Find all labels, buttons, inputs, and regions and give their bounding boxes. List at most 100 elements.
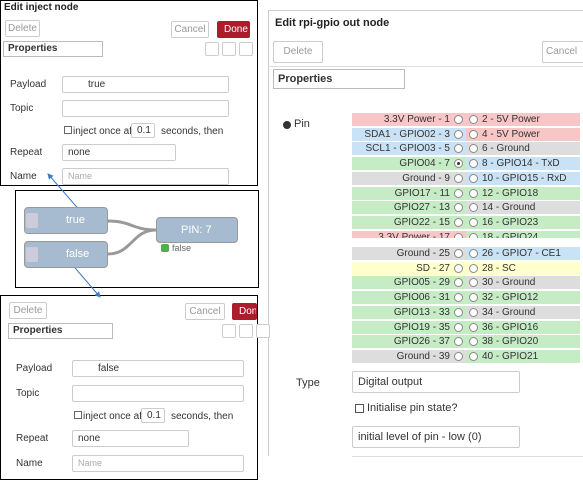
radio[interactable]	[469, 278, 478, 288]
radio[interactable]	[454, 351, 463, 361]
delete-button[interactable]: Delete	[9, 302, 47, 319]
name-input[interactable]: Name	[62, 168, 229, 185]
pin-option[interactable]: 36 - GPIO16	[466, 320, 580, 335]
radio[interactable]	[454, 188, 463, 198]
pin-option[interactable]: Ground - 9	[352, 171, 466, 186]
inject-button[interactable]	[26, 247, 38, 262]
pin-option[interactable]: GPIO27 - 13	[352, 201, 466, 216]
pin-option[interactable]: SDA1 - GPIO02 - 3	[352, 127, 466, 142]
pin-option[interactable]: 28 - SC	[466, 261, 580, 276]
radio[interactable]	[454, 203, 463, 213]
radio[interactable]	[469, 203, 478, 213]
radio[interactable]	[454, 173, 463, 183]
pin-option[interactable]: 10 - GPIO15 - RxD	[466, 171, 580, 186]
pin-option[interactable]: GPIO17 - 11	[352, 186, 466, 201]
pin-option[interactable]: GPIO13 - 33	[352, 305, 466, 320]
pin-name: GPIO17 - 11	[394, 187, 450, 199]
pin-option[interactable]: GPIO26 - 37	[352, 335, 466, 350]
pin-option[interactable]: 3.3V Power - 1	[352, 113, 466, 127]
repeat-select[interactable]: none	[72, 430, 189, 447]
radio[interactable]	[454, 263, 463, 273]
radio[interactable]	[469, 249, 478, 258]
cancel-button[interactable]: Cancel	[171, 21, 209, 38]
radio[interactable]	[469, 188, 478, 198]
type-select[interactable]: Digital output	[352, 371, 520, 393]
radio[interactable]	[469, 322, 478, 332]
done-button[interactable]: Done	[217, 21, 250, 38]
pin-option[interactable]: SCL1 - GPIO03 - 5	[352, 142, 466, 157]
pin-option[interactable]: 32 - GPIO12	[466, 291, 580, 306]
delay-input[interactable]: 0.1	[141, 408, 165, 423]
radio[interactable]	[454, 115, 463, 124]
radio[interactable]	[469, 293, 478, 303]
radio[interactable]	[469, 337, 478, 347]
pin-option[interactable]: GPIO05 - 29	[352, 276, 466, 291]
pin-option[interactable]: 38 - GPIO20	[466, 335, 580, 350]
radio[interactable]	[454, 217, 463, 227]
inject-checkbox[interactable]	[64, 126, 72, 134]
pin-option[interactable]: 40 - GPIO21	[466, 349, 580, 364]
pin-option[interactable]: 16 - GPIO23	[466, 215, 580, 230]
radio[interactable]	[469, 115, 478, 124]
radio[interactable]	[469, 217, 478, 227]
properties-tab[interactable]: Properties	[273, 69, 405, 89]
init-select[interactable]: initial level of pin - low (0)	[352, 426, 520, 448]
radio[interactable]	[469, 129, 478, 139]
radio[interactable]	[454, 232, 463, 238]
pin-option[interactable]: 2 - 5V Power	[466, 113, 580, 127]
pin-option[interactable]: GPIO19 - 35	[352, 320, 466, 335]
icon-button	[239, 324, 253, 338]
radio[interactable]	[454, 322, 463, 332]
pin-option[interactable]: GPIO06 - 31	[352, 291, 466, 306]
repeat-select[interactable]: none	[62, 144, 176, 161]
delete-button[interactable]: Delete	[5, 20, 40, 37]
delete-button[interactable]: Delete	[273, 41, 323, 63]
radio[interactable]	[469, 232, 478, 238]
cancel-button[interactable]: Cancel	[185, 303, 225, 320]
cancel-button[interactable]: Cancel	[542, 41, 583, 63]
pin-option[interactable]: 6 - Ground	[466, 142, 580, 157]
done-button[interactable]: Done	[232, 303, 257, 320]
radio[interactable]	[469, 159, 478, 169]
pin-option[interactable]: 3.3V Power - 17	[352, 230, 466, 238]
radio[interactable]	[469, 173, 478, 183]
pin-name: GPIO26 - 37	[393, 336, 450, 348]
payload-select[interactable]: false	[72, 360, 244, 377]
radio[interactable]	[454, 337, 463, 347]
properties-tab[interactable]: Properties	[3, 41, 103, 57]
pin-option[interactable]: GPIO22 - 15	[352, 215, 466, 230]
properties-tab[interactable]: Properties	[8, 323, 113, 339]
radio[interactable]	[454, 307, 463, 317]
pin-option[interactable]: 34 - Ground	[466, 305, 580, 320]
payload-select[interactable]: true	[62, 76, 229, 93]
pin-option[interactable]: 26 - GPIO7 - CE1	[466, 247, 580, 261]
radio[interactable]	[454, 129, 463, 139]
name-input[interactable]: Name	[72, 455, 244, 472]
radio[interactable]	[454, 159, 463, 169]
radio[interactable]	[454, 144, 463, 154]
pin-option[interactable]: 18 - GPIO24	[466, 230, 580, 238]
pin-option[interactable]: GPIO04 - 7	[352, 157, 466, 172]
pin-option[interactable]: Ground - 39	[352, 349, 466, 364]
radio[interactable]	[454, 278, 463, 288]
radio[interactable]	[454, 293, 463, 303]
init-checkbox[interactable]	[355, 404, 364, 413]
pin-option[interactable]: 30 - Ground	[466, 276, 580, 291]
pin-name: 12 - GPIO18	[482, 187, 539, 199]
topic-input[interactable]	[72, 385, 244, 402]
pin-option[interactable]: 12 - GPIO18	[466, 186, 580, 201]
radio[interactable]	[454, 249, 463, 258]
pin-option[interactable]: Ground - 25	[352, 247, 466, 261]
pin-option[interactable]: 4 - 5V Power	[466, 127, 580, 142]
pin-option[interactable]: 14 - Ground	[466, 201, 580, 216]
radio[interactable]	[469, 263, 478, 273]
pin-option[interactable]: 8 - GPIO14 - TxD	[466, 157, 580, 172]
inject-button[interactable]	[26, 213, 38, 228]
inject-checkbox[interactable]	[74, 411, 82, 419]
radio[interactable]	[469, 307, 478, 317]
pin-option[interactable]: SD - 27	[352, 261, 466, 276]
radio[interactable]	[469, 351, 478, 361]
radio[interactable]	[469, 144, 478, 154]
topic-input[interactable]	[62, 100, 229, 117]
delay-input[interactable]: 0.1	[131, 123, 155, 138]
